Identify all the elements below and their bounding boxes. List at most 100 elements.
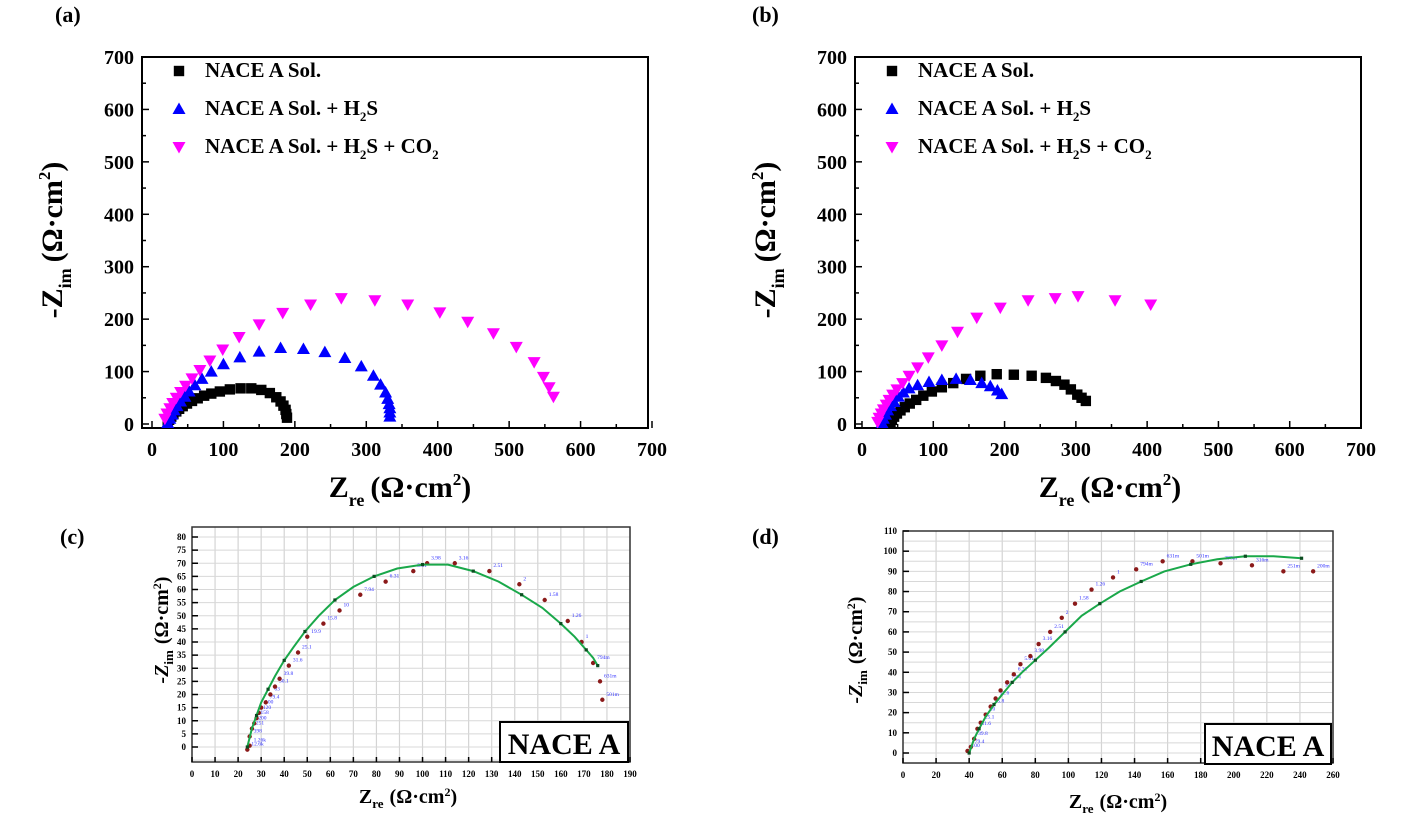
- data-point: [902, 370, 916, 383]
- data-point: [268, 692, 273, 697]
- frequency-label: 158: [261, 710, 270, 716]
- y-tick-label: 200: [104, 309, 134, 331]
- data-point: [235, 383, 246, 394]
- frequency-label: 79.4: [270, 694, 280, 700]
- data-point: [264, 387, 276, 399]
- frequency-label: 19.9: [311, 629, 321, 635]
- x-tick-label: 70: [349, 769, 359, 779]
- x-tick-label: 110: [439, 769, 453, 779]
- legend-entry: NACE A Sol. + H2S + CO2: [205, 134, 439, 162]
- legend-entry: NACE A Sol. + H2S: [918, 96, 1091, 124]
- frequency-label: 501m: [1196, 553, 1209, 559]
- data-point: [1065, 384, 1077, 395]
- y-tick-label: 0: [893, 748, 898, 758]
- frequency-label: 31.6: [981, 721, 991, 727]
- fit-point: [992, 702, 996, 707]
- fit-point: [967, 751, 971, 755]
- x-tick-label: 240: [1293, 770, 1307, 780]
- frequency-label: 251: [256, 721, 264, 727]
- y-tick-label: 40: [888, 667, 898, 677]
- fit-point: [303, 629, 307, 634]
- fit-point: [977, 727, 981, 731]
- fit-point: [1098, 602, 1102, 606]
- chart-c: 0 10 20 30 40 50 60 70 80 90 100 110 120 130 140 150 160…: [150, 526, 637, 811]
- data-point: [936, 382, 948, 393]
- data-point: [246, 383, 257, 394]
- y-tick-label: 600: [817, 99, 847, 121]
- x-tick-label: 150: [531, 769, 545, 779]
- x-tick-label: 140: [508, 769, 522, 779]
- data-point: [935, 373, 949, 385]
- data-point: [993, 696, 998, 701]
- fit-point: [372, 574, 376, 578]
- y-tick-label: 75: [177, 545, 187, 555]
- data-point: [910, 394, 922, 406]
- data-point: [949, 372, 963, 384]
- data-point: [296, 342, 310, 355]
- x-tick-label: 400: [1132, 439, 1162, 461]
- legend: NACE A Sol. NACE A Sol. + H2S NACE A Sol. …: [885, 58, 1152, 162]
- x-tick-label: 300: [1061, 439, 1091, 461]
- frequency-label: 3.98: [431, 555, 441, 561]
- x-tick-label: 180: [1194, 770, 1208, 780]
- y-tick-label: 20: [888, 708, 898, 718]
- plot-frame: [141, 56, 649, 429]
- data-point: [256, 384, 267, 396]
- frequency-label: 1.58: [549, 592, 559, 598]
- data-point: [452, 561, 457, 566]
- data-point: [896, 378, 910, 390]
- data-point: [1059, 615, 1064, 620]
- x-tick-label: 400: [423, 439, 453, 461]
- annotation-box: [1204, 723, 1332, 765]
- frequency-label: 316m: [1256, 557, 1269, 563]
- data-point: [951, 326, 965, 339]
- frequency-label: 10: [1005, 682, 1011, 688]
- fit-point: [1299, 556, 1304, 560]
- x-tick-label: 100: [1062, 770, 1076, 780]
- data-point: [198, 390, 210, 401]
- data-point: [401, 299, 415, 311]
- frequency-label: 1.26k: [254, 738, 267, 744]
- data-point: [542, 597, 547, 603]
- x-tick-label: 80: [372, 769, 382, 779]
- legend-entry: NACE A Sol. + H2S: [205, 96, 378, 124]
- annotation-label: NACE A: [508, 728, 621, 761]
- x-tick-label: 100: [416, 769, 430, 779]
- panel-label-c: (c): [60, 524, 84, 549]
- x-tick-label: 180: [600, 769, 614, 779]
- fit-point: [1010, 680, 1014, 684]
- data-point: [995, 387, 1009, 400]
- data-point: [188, 378, 202, 391]
- x-tick-label: 100: [918, 439, 948, 461]
- y-tick-label: 300: [817, 257, 847, 279]
- y-tick-label: 50: [888, 647, 898, 657]
- data-point: [983, 379, 997, 392]
- panel-label-a: (a): [55, 2, 81, 27]
- data-point: [192, 393, 203, 404]
- data-point: [281, 412, 293, 423]
- frequency-label: 2.51: [493, 563, 503, 569]
- data-point: [295, 650, 301, 655]
- data-point: [286, 663, 292, 668]
- y-tick-label: 45: [177, 624, 187, 634]
- x-tick-label: 500: [1203, 439, 1233, 461]
- data-point: [975, 370, 986, 381]
- frequency-label: 1.58: [1079, 596, 1089, 602]
- x-tick-label: 0: [857, 439, 867, 461]
- frequency-label: 1: [586, 634, 589, 640]
- y-tick-label: 60: [177, 585, 187, 595]
- series-0: 10079.439.831.625.12015.812.6107.946.315…: [965, 553, 1330, 754]
- data-point: [517, 582, 522, 587]
- frequency-label: 251m: [1287, 563, 1300, 569]
- frequency-label: 10: [344, 603, 350, 609]
- x-tick-label: 60: [998, 770, 1008, 780]
- legend-entry: NACE A Sol. + H2S + CO2: [918, 134, 1152, 162]
- frequency-label: 1.26: [1096, 582, 1106, 588]
- data-point: [185, 373, 199, 385]
- data-point: [232, 331, 246, 344]
- data-point: [1190, 559, 1195, 564]
- x-axis-title: Zre (Ω·cm2): [329, 470, 472, 510]
- plot-frame: [902, 530, 1334, 764]
- data-point: [527, 357, 541, 369]
- y-tick-label: 400: [817, 204, 847, 226]
